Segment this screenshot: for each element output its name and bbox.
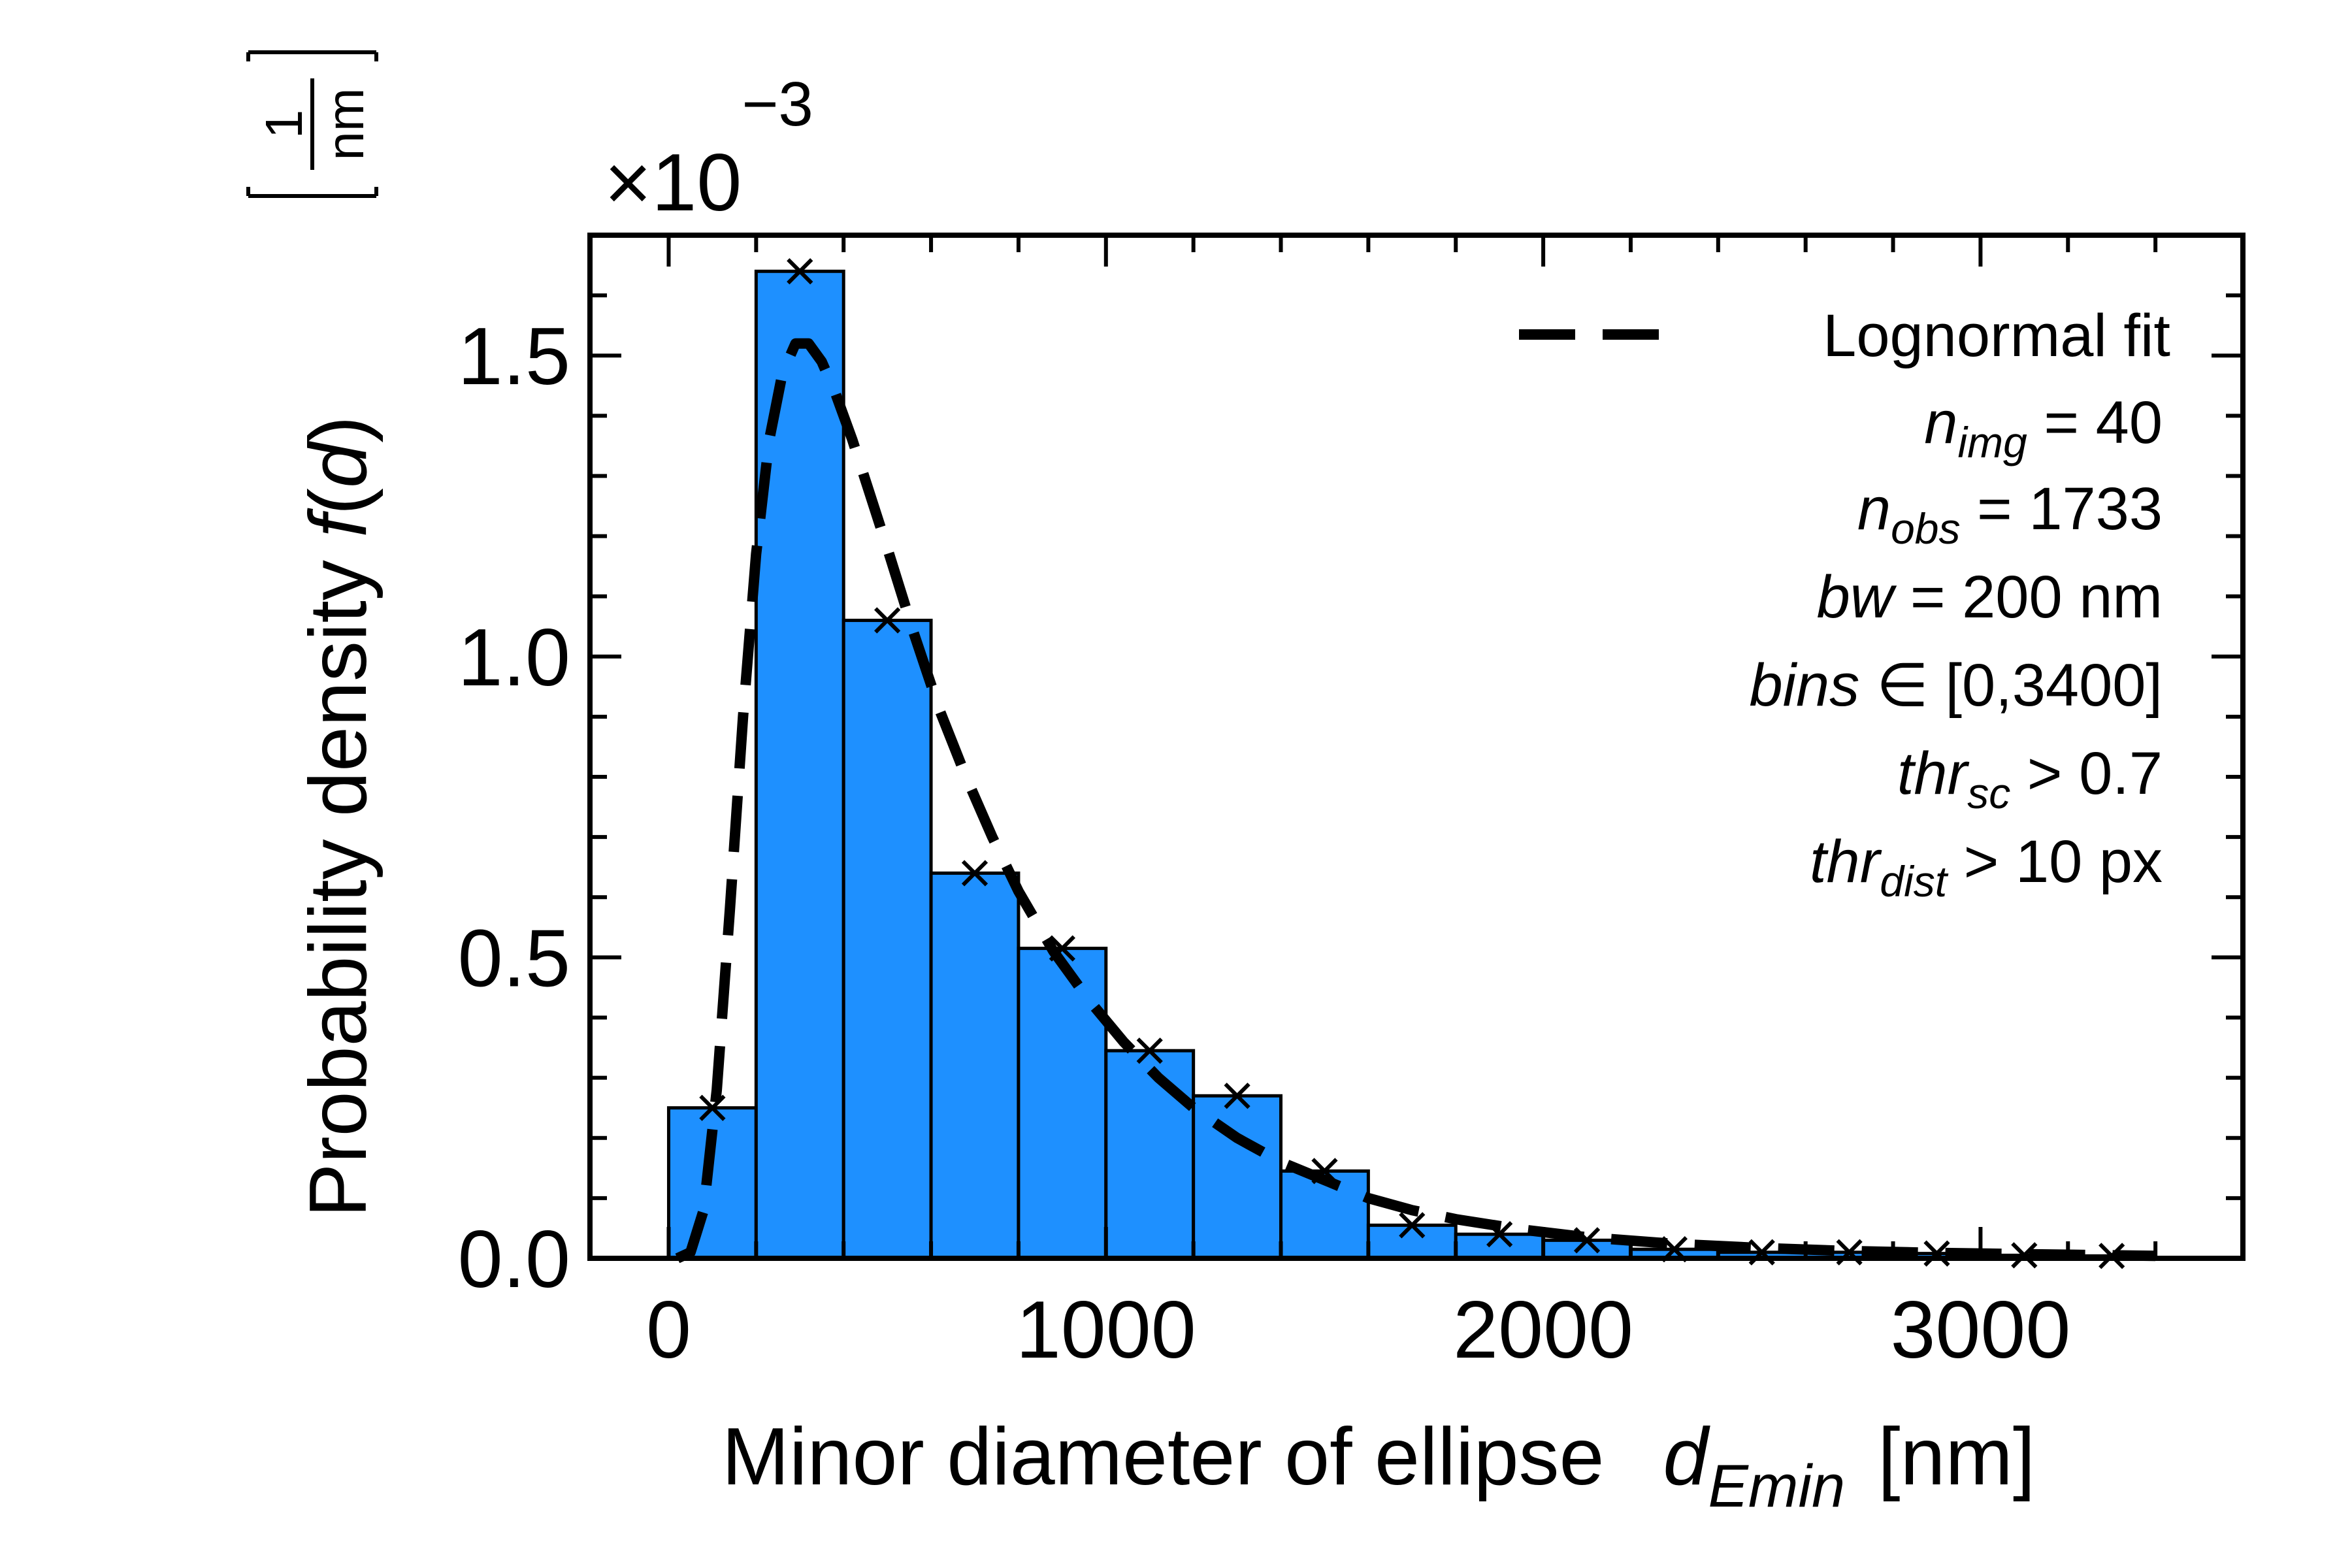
bin-marker-14 xyxy=(1923,1240,1950,1267)
plot-frame xyxy=(587,233,2246,1261)
y-multiplier: ×10−3 xyxy=(604,69,813,228)
annotation-n-obs: nobs = 1733 xyxy=(1857,476,2163,553)
bin-marker-6 xyxy=(1224,1083,1250,1109)
x-tick-label-2: 2000 xyxy=(1453,1285,1633,1375)
bin-marker-2 xyxy=(874,607,901,634)
histogram-bar-6 xyxy=(1192,1094,1283,1260)
histogram-bar-8 xyxy=(1366,1223,1458,1260)
y-tick-label-2: 1.0 xyxy=(458,613,570,703)
y-tick-label-0: 0.0 xyxy=(458,1215,570,1305)
annotation-thr-sc: thrsc > 0.7 xyxy=(1897,740,2163,817)
x-tick-label-0: 0 xyxy=(646,1285,691,1375)
x-tick-label-1: 1000 xyxy=(1016,1285,1196,1375)
bin-marker-3 xyxy=(961,860,988,887)
x-axis-title: Minor diameter of ellipse dEmin [nm] xyxy=(722,1412,2036,1520)
legend: Lognormal fit xyxy=(1519,302,2170,369)
annotation-n-img: nimg = 40 xyxy=(1924,389,2163,466)
y-axis-title: Probability density f(d) 1 nm xyxy=(246,50,384,1218)
x-tick-label-3: 3000 xyxy=(1890,1285,2070,1375)
svg-text:1: 1 xyxy=(255,110,313,139)
axis-ticks xyxy=(590,233,2245,1260)
histogram-bar-9 xyxy=(1454,1232,1545,1260)
bin-marker-8 xyxy=(1399,1212,1426,1239)
histogram-bar-4 xyxy=(1017,947,1108,1260)
annotation-bins: bins ∈ [0,3400] xyxy=(1749,652,2163,719)
tick-labels: 0 1000 2000 3000 0.0 0.5 1.0 1.5 xyxy=(458,312,2071,1375)
lognormal-fit-curve xyxy=(675,338,2156,1264)
bin-marker-15 xyxy=(2011,1242,2038,1269)
y-axis-unit: 1 nm xyxy=(246,50,378,198)
annotation-bw: bw = 200 nm xyxy=(1817,564,2163,630)
histogram-bar-3 xyxy=(929,871,1021,1260)
legend-fit-label: Lognormal fit xyxy=(1823,302,2170,369)
y-tick-label-3: 1.5 xyxy=(458,312,570,402)
annotation-thr-dist: thrdist > 10 px xyxy=(1810,828,2163,906)
fit-annotations: nimg = 40 nobs = 1733 bw = 200 nm bins ∈… xyxy=(1749,389,2163,906)
histogram-bar-2 xyxy=(841,619,933,1260)
bin-marker-5 xyxy=(1136,1037,1163,1064)
lognormal-fit-line xyxy=(675,338,2156,1264)
histogram-bar-5 xyxy=(1104,1049,1196,1260)
bin-marker-1 xyxy=(787,258,813,285)
y-tick-label-1: 0.5 xyxy=(458,913,570,1004)
svg-text:nm: nm xyxy=(316,88,374,160)
svg-text:Probability density f(d): Probability density f(d) xyxy=(293,416,384,1218)
